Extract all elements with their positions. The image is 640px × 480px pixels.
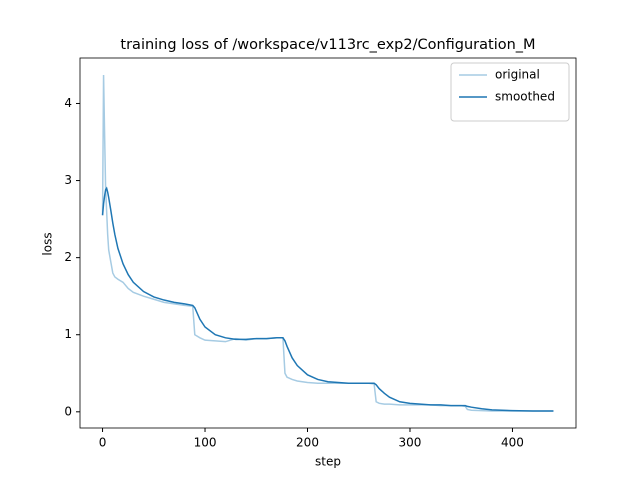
line-series (101, 186, 554, 412)
chart-title: training loss of /workspace/v113rc_exp2/… (120, 37, 535, 53)
y-tick-label: 2 (64, 250, 72, 264)
x-tick-label: 0 (99, 436, 107, 450)
x-tick-label: 300 (399, 436, 422, 450)
y-tick-label: 4 (64, 96, 72, 110)
y-tick-label: 3 (64, 173, 72, 187)
x-tick-label: 100 (194, 436, 217, 450)
plot-frame (79, 57, 577, 429)
legend: original smoothed (450, 62, 570, 122)
y-tick-label: 0 (64, 404, 72, 418)
legend-box (450, 62, 570, 122)
x-tick-label: 400 (501, 436, 524, 450)
legend-label: original (495, 68, 540, 82)
x-axis-label: step (315, 455, 341, 469)
legend-label: smoothed (495, 90, 555, 104)
y-axis-label: loss (41, 232, 55, 255)
y-tick-label: 1 (64, 327, 72, 341)
x-tick-label: 200 (296, 436, 319, 450)
